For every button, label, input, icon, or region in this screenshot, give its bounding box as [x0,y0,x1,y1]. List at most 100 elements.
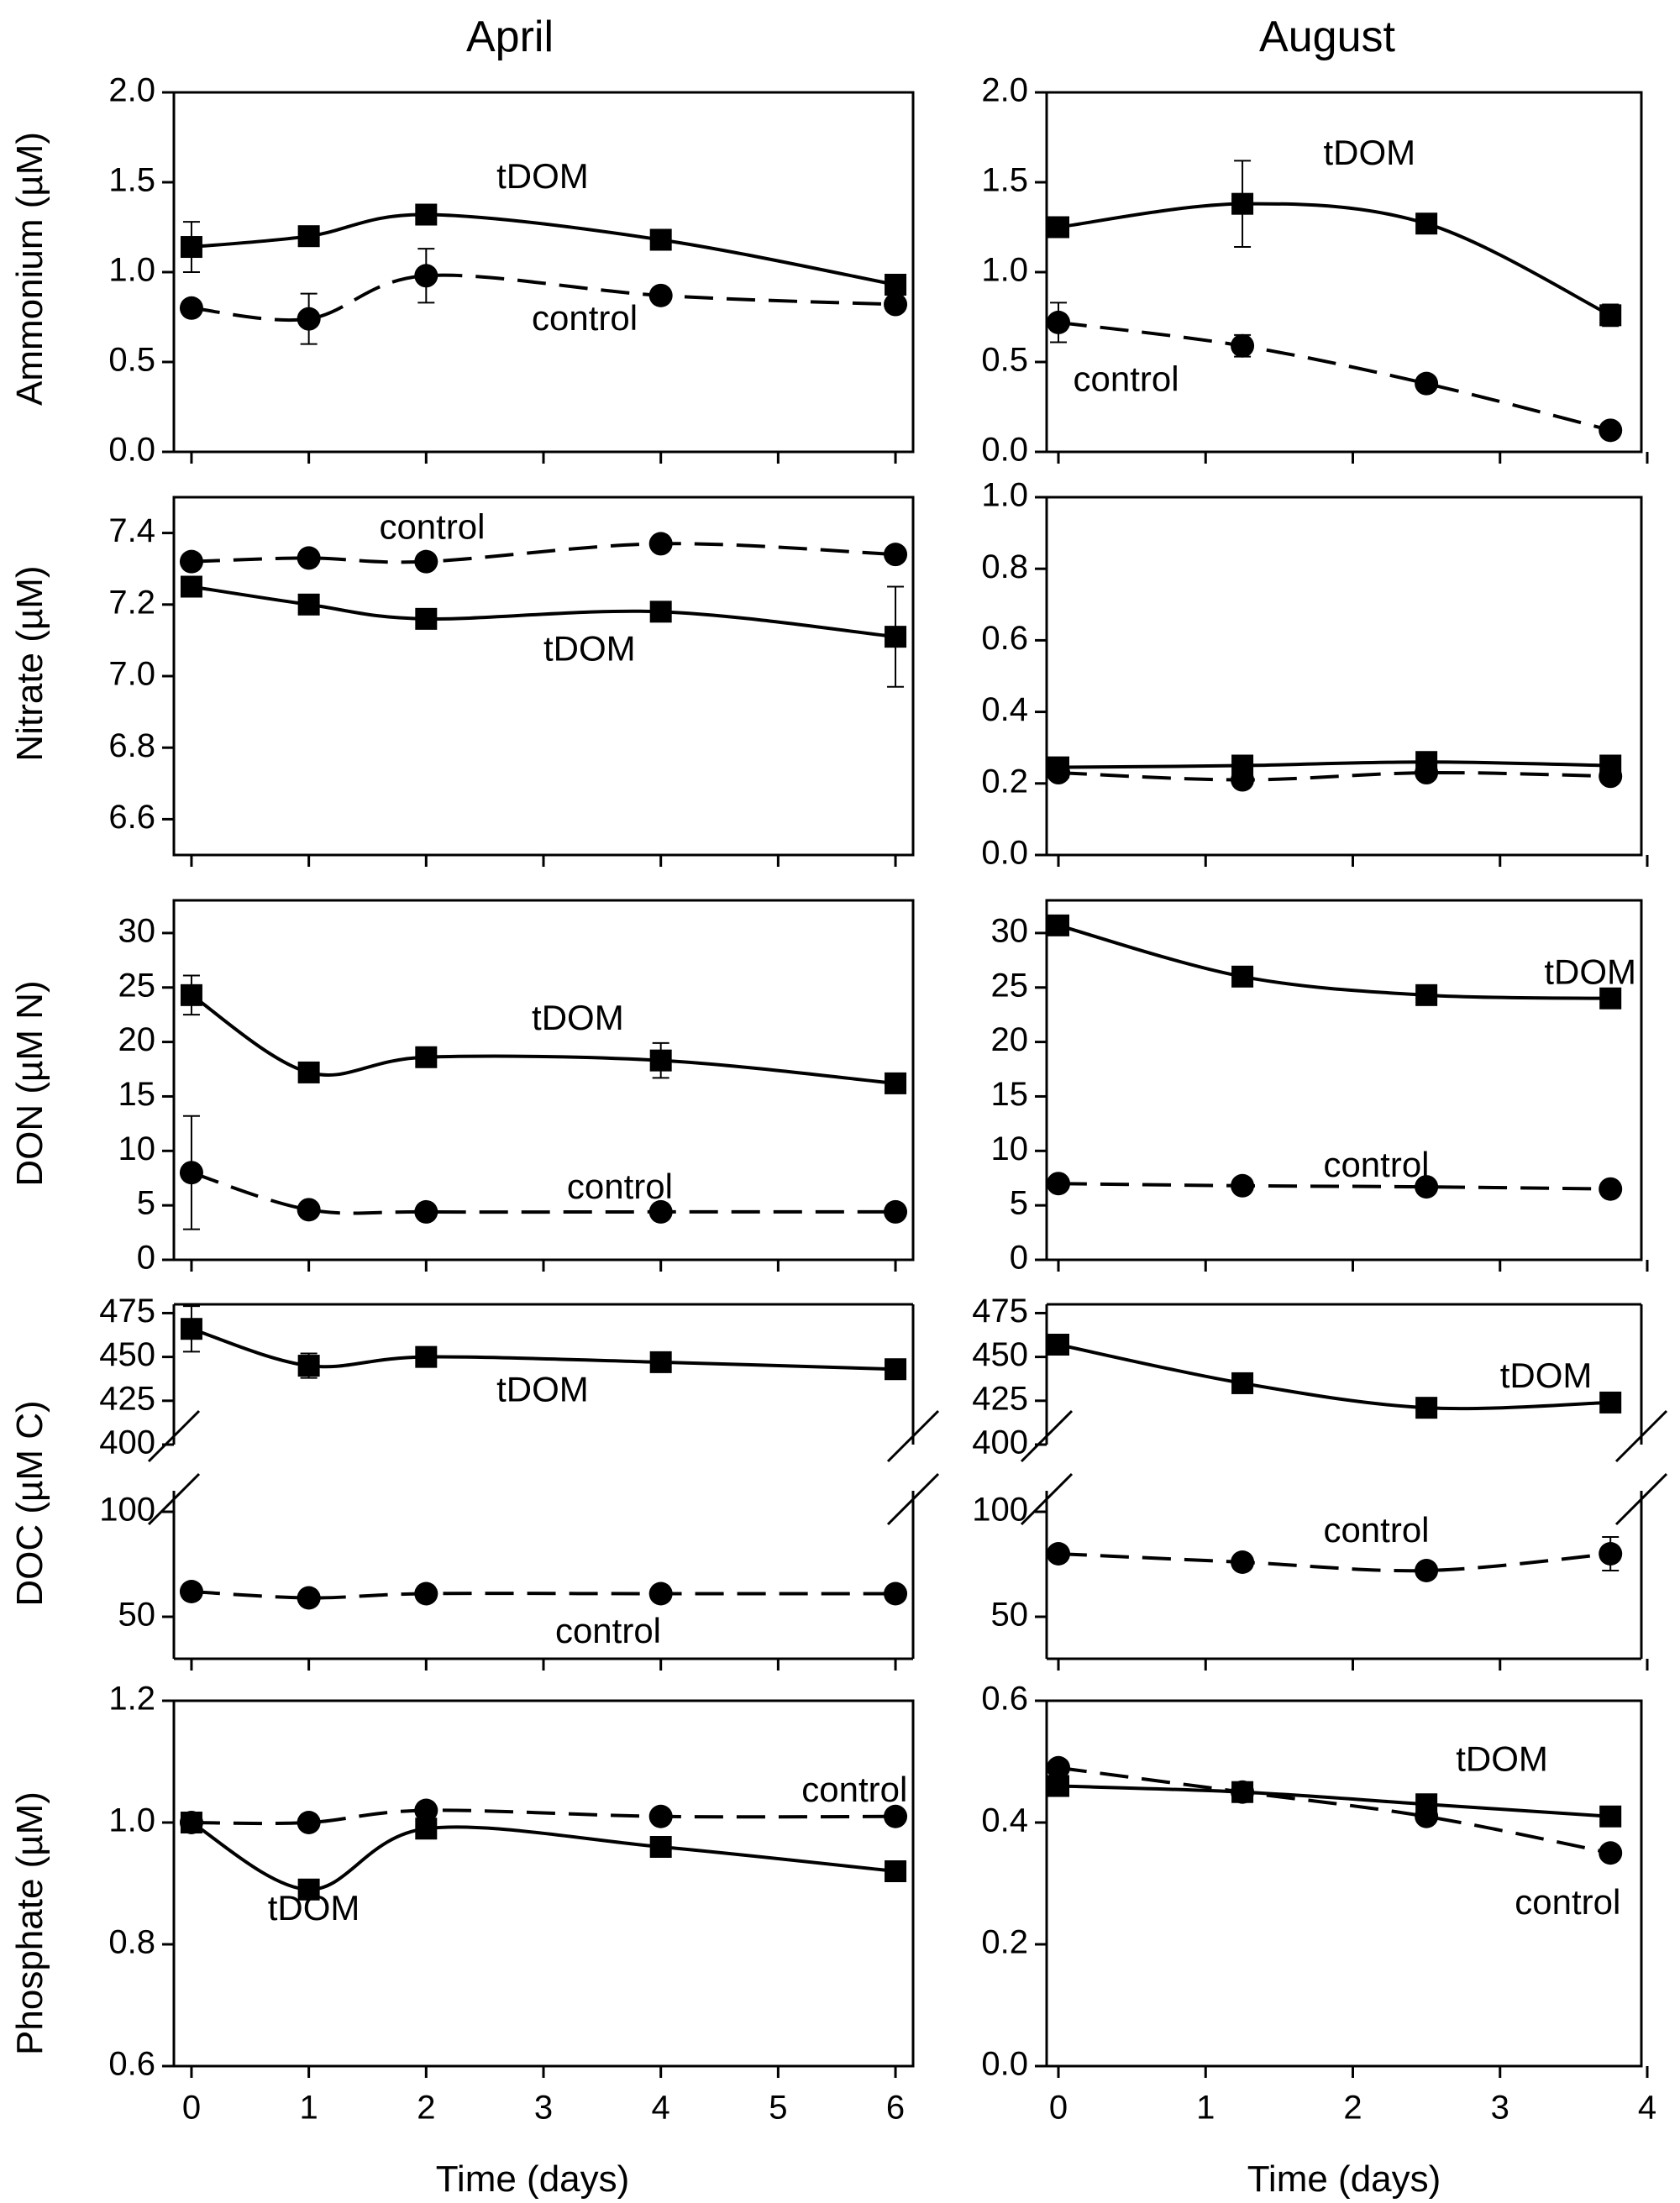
series-line-control [191,542,896,564]
don-april-annotation: control [567,1167,673,1206]
data-point-tDOM [649,1836,672,1858]
data-point-control [297,1586,321,1610]
don-august-ytick-label: 0 [1010,1240,1028,1277]
data-point-control [1231,1173,1255,1198]
series-line-tDOM [190,994,896,1085]
data-point-control [884,543,908,567]
series-line-tDOM [191,212,896,286]
ammonium-april-ytick-label: 0.5 [108,342,155,379]
data-point-control [1231,333,1255,358]
doc-august-ytick-label: 100 [972,1492,1028,1529]
doc-august-ytick-label: 400 [972,1424,1028,1461]
phosphate-august-ytick-label: 0.0 [981,2046,1028,2083]
doc-april-annotation: control [555,1611,661,1650]
nitrate-august-ytick-label: 0.6 [981,620,1028,657]
data-point-control [1599,418,1623,443]
doc-april-ytick-label: 100 [99,1492,155,1529]
data-point-control [884,1199,908,1224]
data-point-tDOM [1599,1391,1622,1414]
nitrate-april-ytick-label: 7.2 [108,584,155,621]
data-point-tDOM [1047,914,1070,936]
data-point-tDOM [1599,987,1622,1010]
data-point-tDOM [297,593,320,616]
doc-april-annotation: tDOM [496,1369,589,1408]
ammonium-august-annotation: tDOM [1323,133,1415,172]
nitrate-august-ytick-label: 0.8 [981,548,1028,585]
phosphate-april-annotation: tDOM [268,1888,360,1928]
data-point-control [1415,371,1439,396]
don-august-annotation: tDOM [1544,952,1636,991]
don-april-ytick-label: 0 [137,1240,155,1277]
data-point-tDOM [1599,1805,1622,1828]
ammonium-august-ytick-label: 1.0 [981,252,1028,289]
data-point-tDOM [1231,1781,1254,1803]
data-point-control [179,296,203,320]
data-point-control [648,1804,673,1828]
series-line-tDOM [191,585,896,639]
ammonium-april-plot-frame [172,91,915,454]
series-line-tDOM [1058,202,1612,317]
don-august-annotation: control [1323,1145,1429,1184]
phosphate-august-ytick-label: 0.6 [981,1681,1028,1718]
ammonium-april-ytick-label: 1.5 [108,162,155,199]
series-line-control [1058,320,1611,433]
doc-april-ytick-label: 425 [99,1380,155,1417]
data-point-tDOM [297,225,320,248]
data-point-control [1415,1559,1439,1582]
xlabel-april: Time (days) [435,2158,630,2200]
doc-april-axis-break-mark [147,1472,201,1526]
data-point-tDOM [297,1355,320,1377]
phosphate-april-ytick-label: 0.8 [108,1924,155,1961]
phosphate-april-plot-frame [172,1699,915,2068]
data-point-control [179,1161,203,1185]
don-april-ytick-label: 30 [118,912,156,949]
data-point-tDOM [415,203,438,226]
series-line-control [191,1171,896,1215]
phosphate-august-annotation: tDOM [1456,1739,1548,1779]
data-point-tDOM [1599,304,1622,327]
don-april-ytick-label: 5 [137,1185,155,1222]
phosphate-april-xtick-label: 4 [652,2090,670,2127]
phosphate-august-annotation: control [1515,1882,1620,1922]
nitrate-april-ytick-label: 7.4 [108,512,155,549]
doc-april-axis-break-mark [147,1409,201,1463]
ammonium-april-annotation: tDOM [496,156,589,196]
data-point-tDOM [649,228,672,251]
doc-april-axis-break-mark [886,1472,940,1526]
don-august-ytick-label: 25 [991,967,1029,1004]
ammonium-april-ytick-label: 1.0 [108,252,155,289]
doc-august-annotation: tDOM [1500,1356,1593,1395]
phosphate-august-ytick-label: 0.2 [981,1924,1028,1961]
don-april-ytick-label: 20 [118,1021,156,1058]
series-line-control [1058,770,1611,782]
phosphate-august-xtick-label: 0 [1049,2090,1068,2127]
data-point-tDOM [415,607,438,630]
series-line-tDOM [191,1327,896,1372]
data-point-tDOM [885,1860,907,1882]
series-line-tDOM [1058,760,1611,769]
data-point-tDOM [885,626,907,648]
phosphate-april-xtick-label: 3 [534,2090,553,2127]
phosphate-april-ytick-label: 1.2 [108,1681,155,1718]
series-line-tDOM [1058,1784,1611,1818]
doc-april-ytick-label: 50 [118,1597,156,1634]
data-point-tDOM [1415,983,1438,1006]
ammonium-april-ytick-label: 0.0 [108,432,155,469]
data-point-control [1599,764,1623,789]
series-line-control [191,1590,896,1600]
ammonium-august-ytick-label: 2.0 [981,72,1028,109]
don-april-ytick-label: 15 [118,1076,156,1113]
doc-august-annotation: control [1323,1510,1429,1550]
doc-april-axis-break-mark [886,1409,940,1463]
data-point-control [1599,1542,1623,1566]
phosphate-april-ytick-label: 1.0 [108,1802,155,1839]
phosphate-april-xtick-label: 6 [886,2090,905,2127]
nitrate-august-ytick-label: 1.0 [981,477,1028,514]
ammonium-august-ytick-label: 1.5 [981,162,1028,199]
data-point-control [179,549,203,574]
data-point-control [1231,768,1255,792]
data-point-tDOM [415,1345,438,1368]
doc-august-axis-break-mark [1614,1409,1668,1463]
data-point-tDOM [1231,1372,1254,1394]
